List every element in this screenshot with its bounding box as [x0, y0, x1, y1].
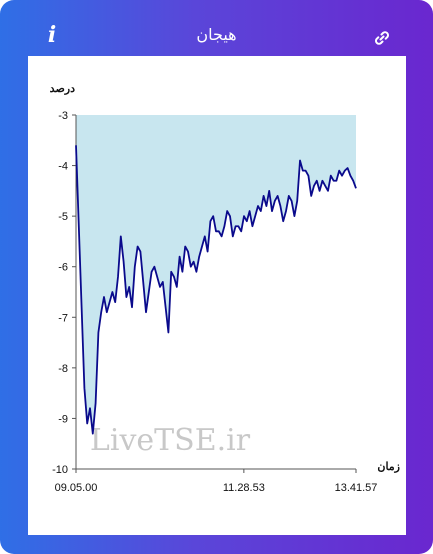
y-tick-label: -3 [58, 110, 68, 122]
area-fill [76, 115, 356, 434]
y-tick-label: -6 [58, 262, 68, 274]
page-title: هیجان [196, 25, 237, 44]
y-tick-label: -7 [58, 312, 68, 324]
y-axis-label: درصد [50, 83, 75, 95]
link-icon[interactable] [372, 28, 392, 48]
y-tick-label: -9 [58, 413, 68, 425]
chart-panel: درصد زمان LiveTSE.ir -3 -4 -5 -6 -7 -8 -9 -10 09… [28, 56, 406, 535]
header-bar: i هیجان [0, 0, 433, 56]
series-line [75, 145, 357, 435]
x-axis-label: زمان [377, 461, 400, 473]
x-tick-label: 09.05.00 [55, 482, 98, 494]
y-tick-label: -5 [58, 211, 68, 223]
y-tick-label: -10 [52, 464, 68, 476]
y-tick-label: -4 [58, 161, 68, 173]
info-icon[interactable]: i [47, 22, 57, 48]
link-icon-graphic [375, 31, 389, 45]
x-tick-label: 11.28.53 [223, 482, 265, 494]
x-tick-label: 13.41.57 [335, 482, 378, 494]
y-tick-label: -8 [58, 363, 68, 375]
watermark: LiveTSE.ir [90, 423, 251, 458]
emotion-chart: درصد زمان LiveTSE.ir -3 -4 -5 -6 -7 -8 -9 -10 09… [50, 83, 400, 494]
